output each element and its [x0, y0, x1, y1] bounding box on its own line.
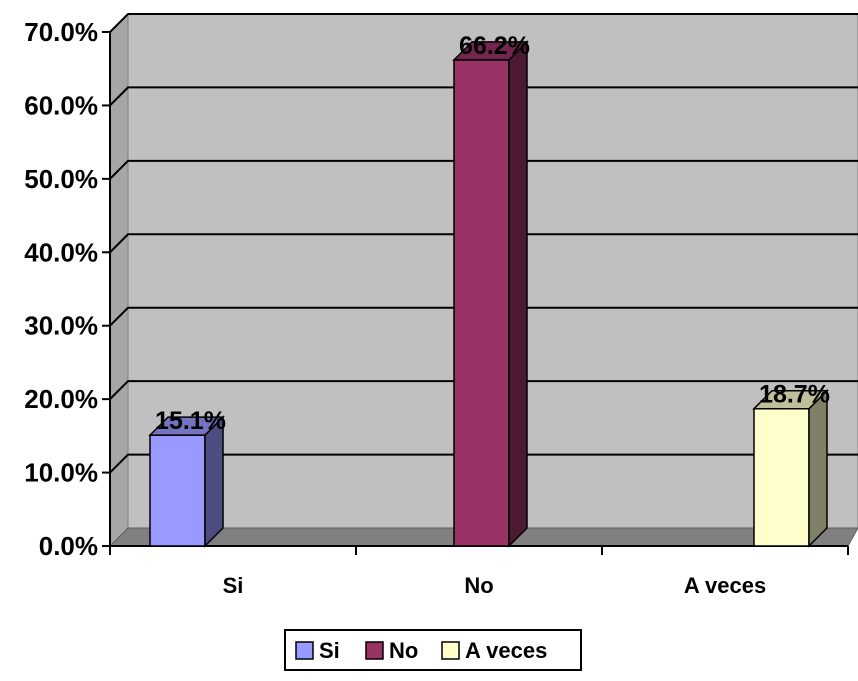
bar-front: [753, 407, 810, 547]
legend-label: A veces: [465, 638, 547, 663]
y-tick-label: 60.0%: [24, 90, 98, 120]
gridline: [109, 233, 858, 253]
y-tick-label: 40.0%: [24, 237, 98, 267]
y-tick-label: 70.0%: [24, 17, 98, 47]
bar-top: [148, 416, 225, 436]
bar-top: [452, 41, 529, 61]
gridline: [109, 306, 858, 327]
bar-front: [453, 59, 510, 547]
y-tick-label: 50.0%: [24, 164, 98, 194]
bar-no: [452, 40, 529, 548]
legend-swatch: [365, 641, 384, 660]
x-tick-label: A veces: [684, 573, 766, 598]
gridline: [109, 159, 858, 180]
x-tick-label: Si: [223, 573, 244, 598]
gridline: [109, 453, 858, 474]
data-label: 18.7%: [759, 381, 830, 409]
x-tick-label: No: [464, 573, 493, 598]
legend-swatch: [441, 641, 460, 660]
y-tick-label: 20.0%: [24, 384, 98, 414]
data-label: 66.2%: [459, 32, 530, 60]
data-label: 15.1%: [155, 407, 226, 435]
y-tick-label: 10.0%: [24, 458, 98, 488]
legend-label: No: [389, 638, 418, 663]
legend-box: [284, 629, 582, 671]
bar-si: [148, 415, 225, 548]
bar-top: [752, 389, 829, 410]
bar-a-veces: [752, 388, 829, 548]
bar-side: [508, 40, 528, 548]
y-tick-label: 0.0%: [39, 531, 98, 561]
bar-front: [149, 434, 206, 547]
side-wall: [109, 12, 129, 548]
gridline: [109, 380, 858, 400]
gridline: [109, 13, 858, 33]
legend-label: Si: [319, 638, 340, 663]
bar-side: [204, 415, 224, 548]
y-tick-label: 30.0%: [24, 311, 98, 341]
bar-side: [808, 388, 828, 548]
legend-swatch: [295, 641, 314, 660]
gridline: [109, 86, 858, 107]
